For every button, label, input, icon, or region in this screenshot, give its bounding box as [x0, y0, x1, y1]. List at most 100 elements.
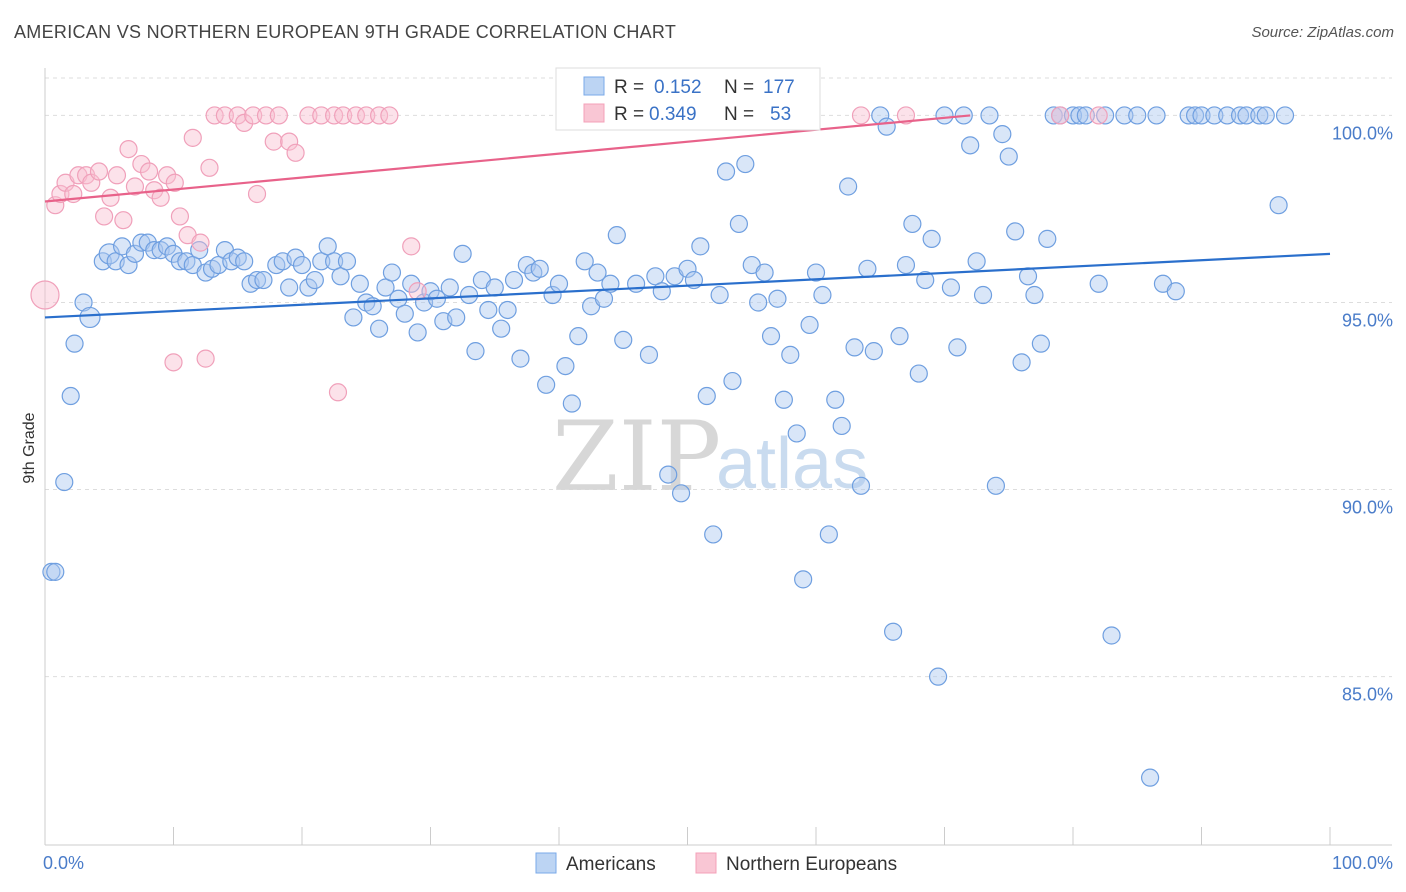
scatter-point — [132, 154, 151, 174]
scatter-point — [511, 349, 530, 368]
scatter-point — [479, 300, 498, 320]
x-tick-label: 0.0% — [43, 853, 84, 873]
scatter-point — [1256, 106, 1275, 125]
scatter-point — [42, 562, 61, 581]
scatter-point — [883, 622, 903, 641]
scatter-point — [1089, 274, 1108, 293]
scatter-point — [909, 364, 928, 383]
scatter-point — [588, 263, 607, 282]
scatter-point — [325, 252, 344, 271]
scatter-point — [247, 270, 267, 290]
scatter-point — [504, 270, 524, 290]
scatter-point — [794, 570, 813, 589]
scatter-point — [916, 270, 935, 290]
scatter-point — [697, 386, 716, 406]
scatter-point — [183, 128, 202, 147]
scatter-point — [646, 267, 665, 286]
legend-northern-swatch — [695, 852, 717, 874]
scatter-point — [839, 177, 858, 196]
scatter-point — [851, 106, 871, 125]
scatter-point — [543, 285, 562, 305]
scatter-point — [1012, 353, 1031, 372]
scatter-point — [973, 285, 993, 305]
scatter-point — [65, 334, 84, 353]
scatter-point — [1006, 222, 1025, 241]
trend-line — [44, 252, 1331, 319]
y-tick-label: 90.0% — [1342, 498, 1393, 518]
scatter-point — [845, 338, 864, 357]
scatter-point — [569, 327, 588, 346]
scatter-point — [190, 241, 209, 260]
scatter-point — [1038, 229, 1057, 248]
scatter-point — [806, 263, 826, 282]
scatter-point — [1230, 106, 1250, 125]
scatter-point — [119, 139, 138, 159]
stats-northern-n: 53 — [770, 104, 791, 125]
scatter-point — [678, 259, 697, 278]
scatter-point — [755, 263, 774, 282]
scatter-point — [710, 285, 729, 305]
scatter-point — [1237, 106, 1256, 125]
stats-americans-n: 177 — [763, 77, 795, 98]
scatter-point — [89, 162, 109, 181]
scatter-point — [280, 132, 299, 151]
scatter-point — [139, 162, 159, 181]
scatter-point — [575, 252, 594, 271]
scatter-point — [928, 667, 948, 686]
scatter-point — [402, 237, 421, 256]
scatter-point — [1166, 282, 1185, 301]
scatter-point — [896, 255, 916, 275]
scatter-point — [1044, 106, 1063, 125]
scatter-point — [614, 330, 633, 350]
scatter-point — [896, 106, 916, 125]
legend-americans-swatch — [535, 852, 557, 874]
scatter-point — [967, 252, 986, 271]
scatter-point — [125, 244, 145, 263]
scatter-point — [235, 252, 254, 271]
scatter-point — [652, 282, 671, 301]
scatter-point — [1089, 106, 1108, 125]
y-tick-label: 100.0% — [1332, 123, 1393, 143]
scatter-point — [55, 472, 74, 492]
scatter-point — [61, 386, 80, 406]
scatter-point — [331, 267, 350, 286]
scatter-point — [877, 117, 896, 136]
scatter-point — [1115, 106, 1134, 125]
x-tick-label: 100.0% — [1332, 853, 1393, 873]
scatter-point — [312, 106, 331, 125]
scatter-point — [286, 248, 305, 267]
scatter-point — [380, 106, 399, 125]
y-axis-title: 9th Grade — [21, 412, 38, 483]
scatter-point — [382, 263, 402, 282]
scatter-point — [800, 315, 819, 335]
stats-americans-swatch — [583, 76, 605, 96]
scatter-point — [530, 259, 549, 278]
scatter-point — [1076, 106, 1095, 125]
scatter-point — [993, 125, 1012, 144]
scatter-point — [125, 177, 145, 196]
scatter-point — [1218, 106, 1237, 125]
scatter-point — [264, 132, 283, 151]
scatter-point — [729, 214, 749, 234]
scatter-point — [299, 106, 318, 125]
scatter-point — [466, 342, 485, 361]
scatter-point — [334, 106, 353, 125]
scatter-point — [1051, 106, 1070, 125]
scatter-point — [402, 274, 421, 293]
scatter-point — [280, 278, 299, 297]
scatter-point — [492, 319, 511, 338]
y-tick-label: 95.0% — [1342, 310, 1393, 330]
scatter-point — [723, 371, 742, 391]
scatter-point — [626, 274, 646, 293]
scatter-point — [247, 184, 267, 204]
scatter-point — [761, 327, 781, 346]
scatter-point — [205, 106, 224, 125]
stats-americans-r-label: R = — [614, 77, 644, 98]
scatter-point — [787, 424, 806, 443]
chart-title: AMERICAN VS NORTHERN EUROPEAN 9TH GRADE … — [14, 22, 677, 42]
stats-northern-r: 0.349 — [649, 104, 697, 125]
chart-source: Source: ZipAtlas.com — [1251, 24, 1394, 41]
scatter-point — [79, 306, 101, 329]
series-americans — [42, 106, 1295, 787]
scatter-point — [408, 323, 427, 342]
